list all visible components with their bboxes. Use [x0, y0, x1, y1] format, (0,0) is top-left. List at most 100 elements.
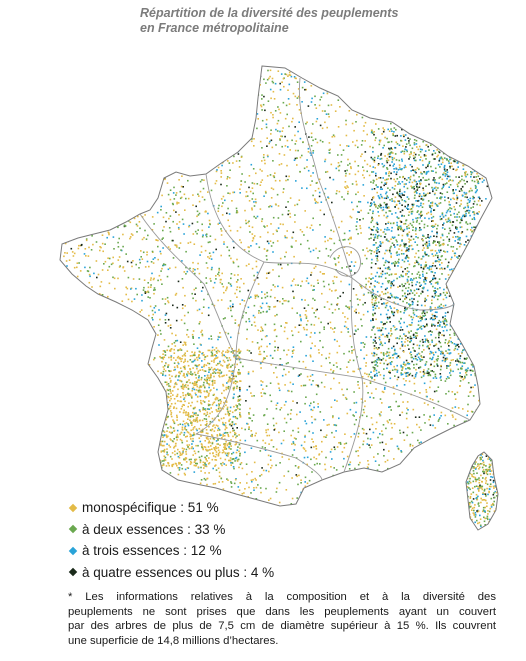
- forest-plot-dot: [434, 94, 436, 96]
- forest-plot-dot: [117, 454, 119, 456]
- forest-plot-dot: [271, 77, 274, 80]
- forest-plot-dot: [169, 70, 172, 72]
- forest-plot-dot: [392, 119, 395, 122]
- forest-plot-dot: [208, 219, 211, 222]
- forest-plot-dot: [436, 260, 438, 262]
- forest-plot-dot: [230, 307, 232, 309]
- forest-plot-dot: [196, 367, 198, 370]
- forest-plot-dot: [312, 289, 314, 291]
- forest-plot-dot: [350, 346, 353, 348]
- forest-plot-dot: [208, 134, 211, 136]
- forest-plot-dot: [255, 260, 258, 263]
- forest-plot-dot: [334, 258, 336, 260]
- forest-plot-dot: [468, 261, 470, 263]
- forest-plot-dot: [363, 357, 365, 360]
- forest-plot-dot: [444, 444, 446, 447]
- forest-plot-dot: [217, 273, 219, 275]
- forest-plot-dot: [418, 416, 421, 418]
- forest-plot-dot: [227, 160, 229, 162]
- forest-plot-dot: [251, 198, 254, 200]
- forest-plot-dot: [305, 280, 308, 282]
- forest-plot-dot: [384, 306, 387, 309]
- forest-plot-dot: [423, 103, 426, 106]
- forest-plot-dot: [196, 356, 198, 359]
- forest-plot-dot: [415, 479, 417, 481]
- forest-plot-dot: [302, 326, 305, 329]
- forest-plot-dot: [386, 215, 389, 218]
- forest-plot-dot: [282, 223, 284, 226]
- forest-plot-dot: [97, 273, 100, 276]
- forest-plot-dot: [70, 381, 73, 383]
- forest-plot-dot: [287, 389, 289, 392]
- forest-plot-dot: [424, 489, 426, 492]
- forest-plot-dot: [157, 146, 159, 148]
- forest-plot-dot: [341, 196, 343, 198]
- forest-plot-dot: [272, 233, 275, 235]
- forest-plot-dot: [324, 71, 327, 74]
- forest-plot-dot: [174, 157, 177, 160]
- forest-plot-dot: [261, 327, 263, 330]
- forest-plot-dot: [347, 328, 349, 330]
- forest-plot-dot: [275, 335, 278, 338]
- forest-plot-dot: [85, 300, 87, 303]
- forest-plot-dot: [348, 468, 351, 470]
- forest-plot-dot: [251, 240, 254, 242]
- forest-plot-dot: [266, 78, 269, 81]
- forest-plot-dot: [90, 116, 92, 119]
- forest-plot-dot: [204, 472, 206, 474]
- forest-plot-dot: [453, 424, 455, 427]
- forest-plot-dot: [99, 221, 102, 223]
- forest-plot-dot: [80, 438, 82, 440]
- forest-plot-dot: [343, 325, 346, 328]
- forest-plot-dot: [233, 75, 235, 78]
- forest-plot-dot: [260, 384, 263, 386]
- forest-plot-dot: [185, 273, 187, 275]
- forest-plot-dot: [412, 203, 415, 206]
- forest-plot-dot: [344, 321, 347, 323]
- forest-plot-dot: [283, 330, 286, 333]
- forest-plot-dot: [403, 439, 406, 441]
- forest-plot-dot: [251, 101, 254, 104]
- forest-plot-dot: [435, 390, 438, 392]
- forest-plot-dot: [91, 297, 93, 300]
- forest-plot-dot: [414, 103, 417, 105]
- forest-plot-dot: [129, 67, 132, 70]
- forest-plot-dot: [467, 382, 470, 384]
- forest-plot-dot: [269, 459, 272, 461]
- forest-plot-dot: [194, 164, 196, 167]
- forest-plot-dot: [166, 388, 169, 391]
- forest-plot-dot: [261, 360, 264, 363]
- forest-plot-dot: [226, 366, 228, 368]
- forest-plot-dot: [323, 386, 326, 388]
- forest-plot-dot: [487, 300, 490, 302]
- forest-plot-dot: [376, 227, 379, 229]
- forest-plot-dot: [386, 101, 388, 104]
- forest-plot-dot: [486, 413, 489, 416]
- forest-plot-dot: [111, 77, 113, 80]
- forest-plot-dot: [297, 95, 300, 98]
- forest-plot-dot: [154, 429, 157, 431]
- forest-plot-dot: [212, 151, 215, 153]
- forest-plot-dot: [120, 341, 122, 343]
- forest-plot-dot: [348, 350, 350, 353]
- forest-plot-dot: [386, 503, 388, 506]
- forest-plot-dot: [146, 157, 148, 160]
- forest-plot-dot: [238, 369, 240, 371]
- forest-plot-dot: [384, 228, 386, 231]
- forest-plot-dot: [111, 328, 113, 331]
- forest-plot-dot: [225, 153, 227, 155]
- forest-plot-dot: [351, 183, 354, 185]
- forest-plot-dot: [79, 270, 82, 272]
- forest-plot-dot: [490, 441, 492, 443]
- forest-plot-dot: [74, 171, 77, 173]
- forest-plot-dot: [230, 95, 232, 97]
- forest-plot-dot: [185, 483, 187, 486]
- forest-plot-dot: [218, 471, 221, 474]
- forest-plot-dot: [447, 445, 449, 447]
- forest-plot-dot: [149, 330, 151, 333]
- forest-plot-dot: [114, 108, 117, 111]
- forest-plot-dot: [60, 64, 62, 66]
- forest-plot-dot: [203, 477, 206, 480]
- forest-plot-dot: [474, 362, 477, 365]
- forest-plot-dot: [454, 208, 456, 211]
